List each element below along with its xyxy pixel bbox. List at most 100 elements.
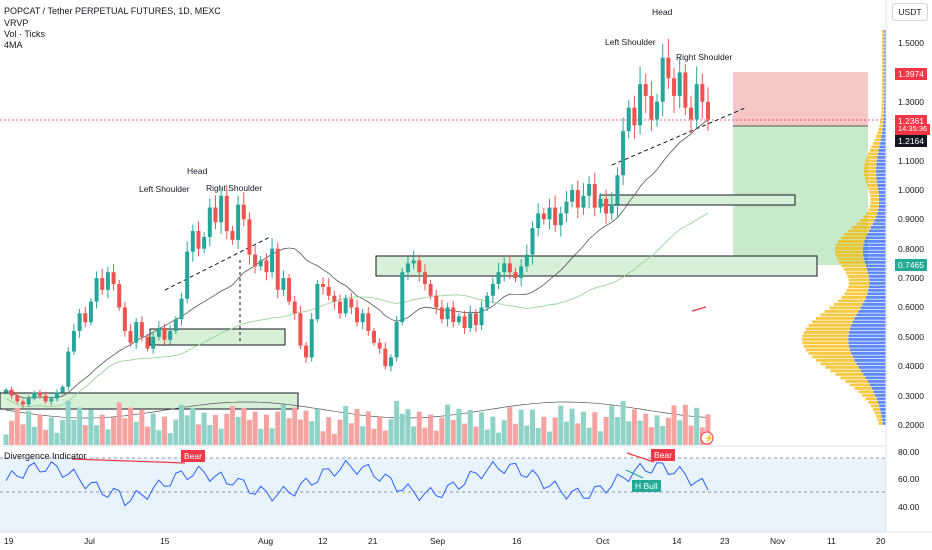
volume-profile-bar [884,61,886,65]
volume-profile-bar [851,324,886,327]
candle-body [139,322,144,337]
volume-bar [490,416,496,445]
volume-bar [388,419,394,445]
candle-body [15,395,20,402]
oscillator-title[interactable]: Divergence Indicator [4,451,87,461]
volume-profile-bar [876,135,882,138]
volume-bar [614,417,620,445]
candle-body [626,107,631,132]
price-tick: 1.1000 [898,155,924,166]
time-tick: Jul [84,536,95,546]
candle-body [315,283,320,320]
volume-profile-bar [860,369,886,373]
volume-profile-bar [881,82,885,86]
volume-bar [94,425,100,445]
volume-profile-bar [882,40,885,44]
volume-bar [507,407,513,445]
price-tick: 0.8000 [898,243,924,254]
candle-body [264,260,269,273]
candle-body [128,330,133,343]
candle-body [570,189,575,202]
volume-bar [31,426,37,445]
volume-profile-bar [881,61,885,65]
volume-profile-bar [808,324,852,327]
volume-bar [416,411,422,445]
time-tick: 14 [672,536,682,546]
indicator-vrvp[interactable]: VRVP [4,18,29,28]
volume-profile-bar [863,215,876,219]
volume-profile-bar [802,334,849,338]
indicator-4ma[interactable]: 4MA [4,40,23,50]
volume-profile-bar [881,72,885,75]
volume-profile-bar [830,369,861,373]
candle-body [507,263,512,273]
pattern-left-shoulder-2: Left Shoulder [605,37,656,47]
volume-profile-bar [884,65,886,68]
currency-button[interactable]: USDT [892,3,928,21]
volume-bar [190,407,196,445]
volume-profile-bar [841,296,866,299]
volume-profile-bar [808,352,852,355]
candle-body [660,57,665,102]
volume-profile-bar [879,198,886,201]
volume-bar [224,413,230,445]
candle-body [564,201,569,214]
volume-bar [212,415,218,445]
candle-body [496,272,501,284]
osc-level-label-60: 60.00 [898,474,920,484]
volume-profile-bar [884,68,886,72]
volume-bar [405,409,411,445]
volume-profile-bar [820,313,857,317]
volume-bar [535,428,541,445]
volume-bar [348,423,354,445]
candle-body [587,184,592,196]
volume-profile-bar [864,163,877,166]
symbol-title[interactable]: POPCAT / Tether PERPETUAL FUTURES, 1D, M… [4,6,221,16]
volume-profile-bar [866,156,878,159]
volume-profile-bar [803,331,849,334]
volume-profile-bar [865,264,886,268]
volume-profile-bar [865,180,877,184]
volume-profile-bar [845,271,868,275]
pattern-right-shoulder-2: Right Shoulder [676,52,733,62]
candle-body [134,322,139,343]
volume-profile-bar [881,93,885,96]
volume-profile-bar [805,327,850,331]
lightning-icon[interactable] [700,431,714,445]
candle-body [694,84,699,120]
volume-bar [422,427,428,445]
volume-profile-bar [816,359,855,362]
volume-profile-bar [882,418,886,422]
candle-body [643,84,648,96]
volume-profile-bar [865,177,877,180]
volume-bar [99,414,105,445]
candle-body [281,278,286,290]
price-tick: 1.3000 [898,96,924,107]
candle-body [219,195,224,223]
volume-profile-bar [877,152,886,156]
volume-bar [654,415,660,445]
time-tick: Nov [770,536,786,546]
volume-profile-bar [882,30,885,33]
candle-body [253,254,258,267]
volume-profile-bar [835,254,864,257]
volume-profile-bar [882,422,886,425]
volume-bar [77,407,83,445]
volume-bar [496,432,502,445]
volume-bar [286,418,292,445]
candle-body [609,204,614,214]
volume-profile-bar [860,219,875,222]
volume-bar [682,404,688,445]
volume-bar [3,434,9,445]
candle-body [230,231,235,240]
volume-bar [71,419,77,445]
indicator-volume[interactable]: Vol · Ticks [4,29,46,39]
volume-bar [462,423,468,445]
volume-profile-bar [876,415,882,418]
volume-bar [43,429,49,445]
volume-profile-bar [868,275,886,278]
volume-bar [620,401,626,445]
volume-profile-bar [878,401,886,404]
volume-profile-bar [884,96,886,100]
